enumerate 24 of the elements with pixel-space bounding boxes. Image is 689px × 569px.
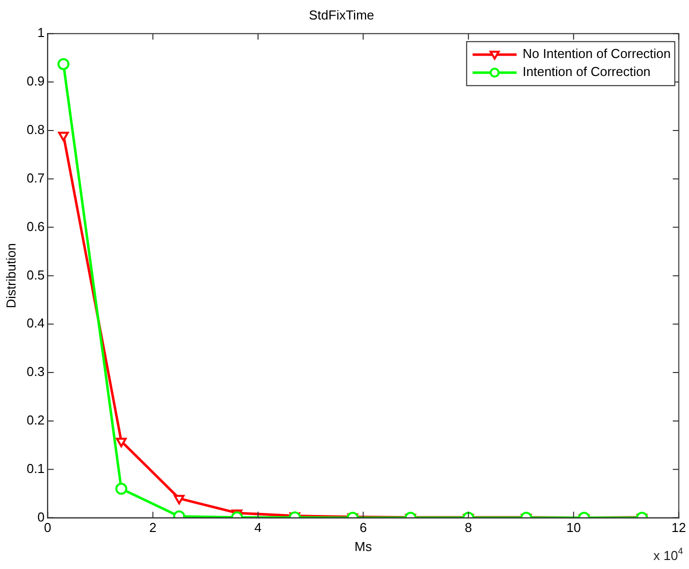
y-tick-label: 0.7 — [26, 170, 45, 186]
y-tick-label: 0 — [37, 509, 45, 524]
x-tick-label: 10 — [566, 520, 581, 536]
x-tick-label: 6 — [360, 520, 367, 536]
y-tick-label: 0.9 — [26, 74, 45, 89]
y-tick-label: 0.6 — [26, 218, 45, 234]
y-axis-title: Distribution — [3, 243, 18, 308]
x-tick-label: 2 — [149, 520, 156, 536]
y-tick-label: 0.1 — [26, 460, 45, 476]
point — [57, 58, 70, 70]
y-tick-label: 0.4 — [26, 316, 45, 331]
x-tick-label: 8 — [464, 520, 472, 536]
y-tick-label: 0.5 — [26, 267, 45, 282]
y-tick-label: 0.8 — [26, 122, 45, 138]
legend-label: No Intention of Correction — [522, 46, 671, 62]
legend-label: Intention of Correction — [522, 64, 651, 80]
y-tick-label: 0.3 — [26, 364, 45, 380]
x-tick-label: 12 — [672, 520, 686, 536]
y-tick-label: 1 — [37, 25, 45, 40]
x-tick-label: 4 — [254, 520, 262, 536]
point — [58, 132, 69, 142]
y-tick-label: 0.2 — [26, 412, 45, 428]
x-axis-title: Ms — [354, 538, 372, 554]
chart-title: StdFixTime — [308, 7, 374, 22]
